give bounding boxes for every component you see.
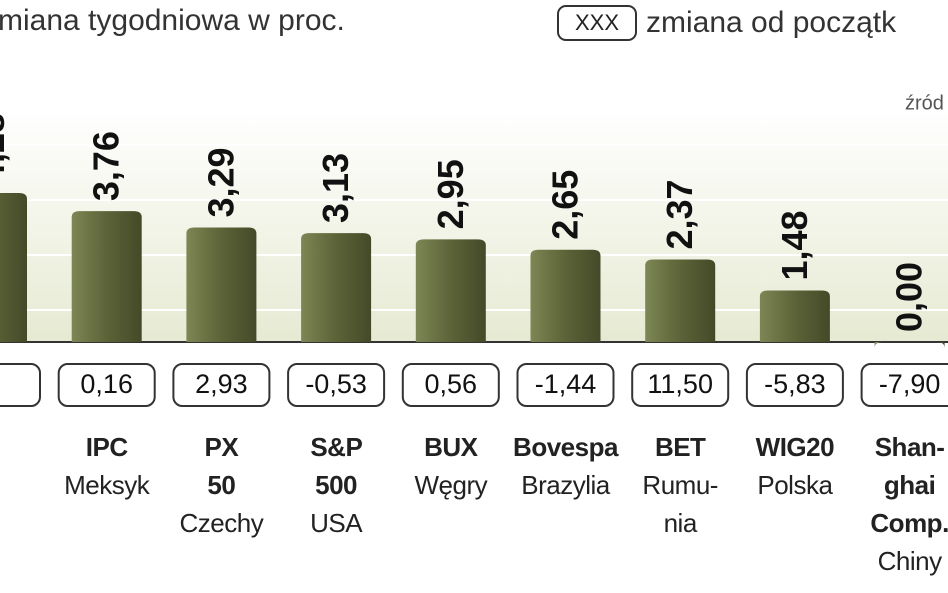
ytd-label: -5,83	[764, 369, 826, 399]
country-name: Węgry	[414, 470, 488, 500]
index-name: BET	[654, 432, 706, 462]
index-name: Shan-ghai Comp.	[870, 432, 948, 538]
bar	[71, 211, 142, 342]
country-name: USA	[310, 508, 363, 538]
country-name: Chiny	[877, 546, 942, 576]
value-label: 2,37	[659, 179, 700, 249]
country-name: Rumu-nia	[642, 470, 718, 538]
index-name: BUX	[424, 432, 478, 462]
index-name: PX 50	[204, 432, 239, 500]
country-name: Brazylia	[521, 470, 610, 500]
ytd-box	[860, 363, 948, 407]
source: źród	[905, 92, 944, 114]
ytd-label: 0,16	[80, 369, 133, 399]
ytd-label: 0,56	[425, 369, 478, 399]
bar	[645, 259, 716, 342]
country-name: Meksyk	[64, 470, 150, 500]
value-label: 2,95	[430, 159, 471, 229]
bar	[759, 290, 830, 342]
index-name: Bovespa	[513, 432, 618, 462]
category: IPC Meksyk	[47, 428, 167, 504]
category: Bovespa Brazylia	[506, 428, 626, 504]
ytd-box	[516, 363, 615, 407]
bar	[186, 227, 257, 342]
bar	[0, 193, 27, 342]
index-name: WIG20	[755, 432, 835, 462]
value-label: 0,00	[889, 262, 930, 332]
category: Shan-ghai Comp. Chiny	[850, 428, 948, 580]
value-label: 2,65	[545, 170, 586, 240]
ytd-label: -7,90	[879, 369, 941, 399]
bar	[301, 233, 372, 342]
country-name: Polska	[757, 470, 833, 500]
category: PX 50 Czechy	[161, 428, 281, 542]
value-label: 3,29	[200, 147, 241, 217]
index-name: S&P 500	[310, 432, 363, 500]
ytd-box	[631, 363, 730, 407]
ytd-label: -1,44	[535, 369, 597, 399]
bar	[415, 239, 486, 342]
value-label: 3,76	[86, 131, 127, 201]
ytd-box	[401, 363, 500, 407]
legend-ytd: zmiana od początk	[646, 6, 897, 39]
ytd-label: 2,93	[195, 369, 248, 399]
ytd-box	[287, 363, 386, 407]
ytd-box	[172, 363, 271, 407]
value-label: 3,13	[315, 153, 356, 223]
value-label: 1,48	[774, 210, 815, 280]
index-name: IPC	[85, 432, 128, 462]
ytd-label: -0,53	[305, 369, 367, 399]
bar	[530, 249, 601, 342]
category: BET Rumu-nia	[620, 428, 740, 542]
legend-box-text: XXX	[575, 10, 619, 35]
ytd-box	[57, 363, 156, 407]
legend-box	[557, 5, 637, 41]
ytd-box	[745, 363, 844, 407]
ytd-label: 11,50	[647, 369, 713, 399]
legend-weekly: miana tygodniowa w proc.	[0, 4, 345, 37]
ytd-box	[0, 363, 41, 407]
category: WIG20 Polska	[735, 428, 855, 504]
category: a	[0, 466, 52, 504]
country-name: Czechy	[179, 508, 264, 538]
category: BUX Węgry	[391, 428, 511, 504]
value-label: 4,28	[0, 113, 12, 183]
category: S&P 500 USA	[276, 428, 396, 542]
